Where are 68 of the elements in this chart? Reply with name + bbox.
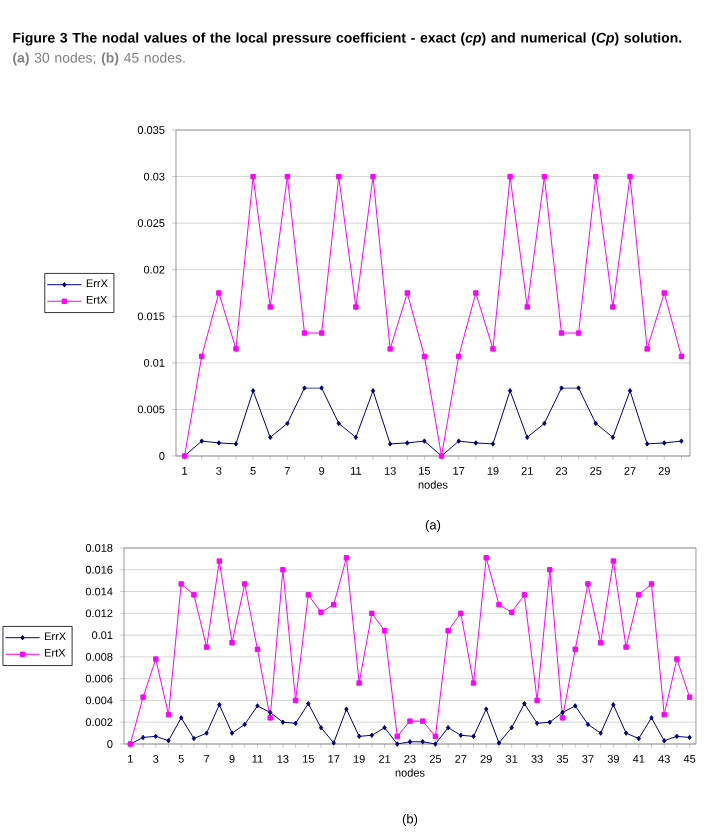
point [267,304,273,310]
point [421,353,428,360]
point [216,558,223,564]
point [254,646,261,652]
point [507,173,513,180]
point [483,555,489,561]
point [369,610,375,617]
point [559,715,566,721]
point [541,173,548,180]
point [353,304,359,310]
point [636,592,642,598]
point [470,680,477,686]
point [674,656,680,662]
point [250,173,256,180]
point [593,173,599,180]
point [407,718,413,724]
point [216,290,222,296]
point [648,581,655,587]
point [229,640,235,646]
point [597,640,604,646]
point [508,609,515,615]
point [524,304,530,310]
point [623,644,629,650]
point [153,656,159,662]
point [455,353,462,360]
point [686,694,693,700]
point [610,558,617,564]
point [336,173,342,180]
point [558,330,565,336]
point [331,601,337,608]
point [404,290,410,296]
point [242,581,248,587]
point [661,290,667,296]
point [490,346,496,352]
point [534,697,540,704]
point [301,330,308,336]
point [267,715,273,721]
point [610,304,616,310]
point [140,694,146,700]
point [191,592,197,598]
point [233,346,239,352]
point [661,711,667,718]
point [521,592,528,598]
point [458,610,464,617]
point [678,353,685,360]
point [280,567,286,573]
point [199,353,205,360]
point [644,346,650,352]
point [419,718,426,724]
point [381,628,388,634]
point [318,330,325,336]
point [394,733,400,740]
point [575,330,582,336]
point [547,567,553,573]
point [305,592,311,598]
point [627,173,633,180]
point [203,644,210,650]
point [343,555,350,561]
point [370,173,376,180]
point [387,346,393,352]
point [496,601,502,608]
point [356,680,362,686]
point [318,609,324,615]
point [572,646,578,652]
point [473,290,479,296]
point [445,628,451,634]
point [178,581,184,587]
point [585,581,591,587]
